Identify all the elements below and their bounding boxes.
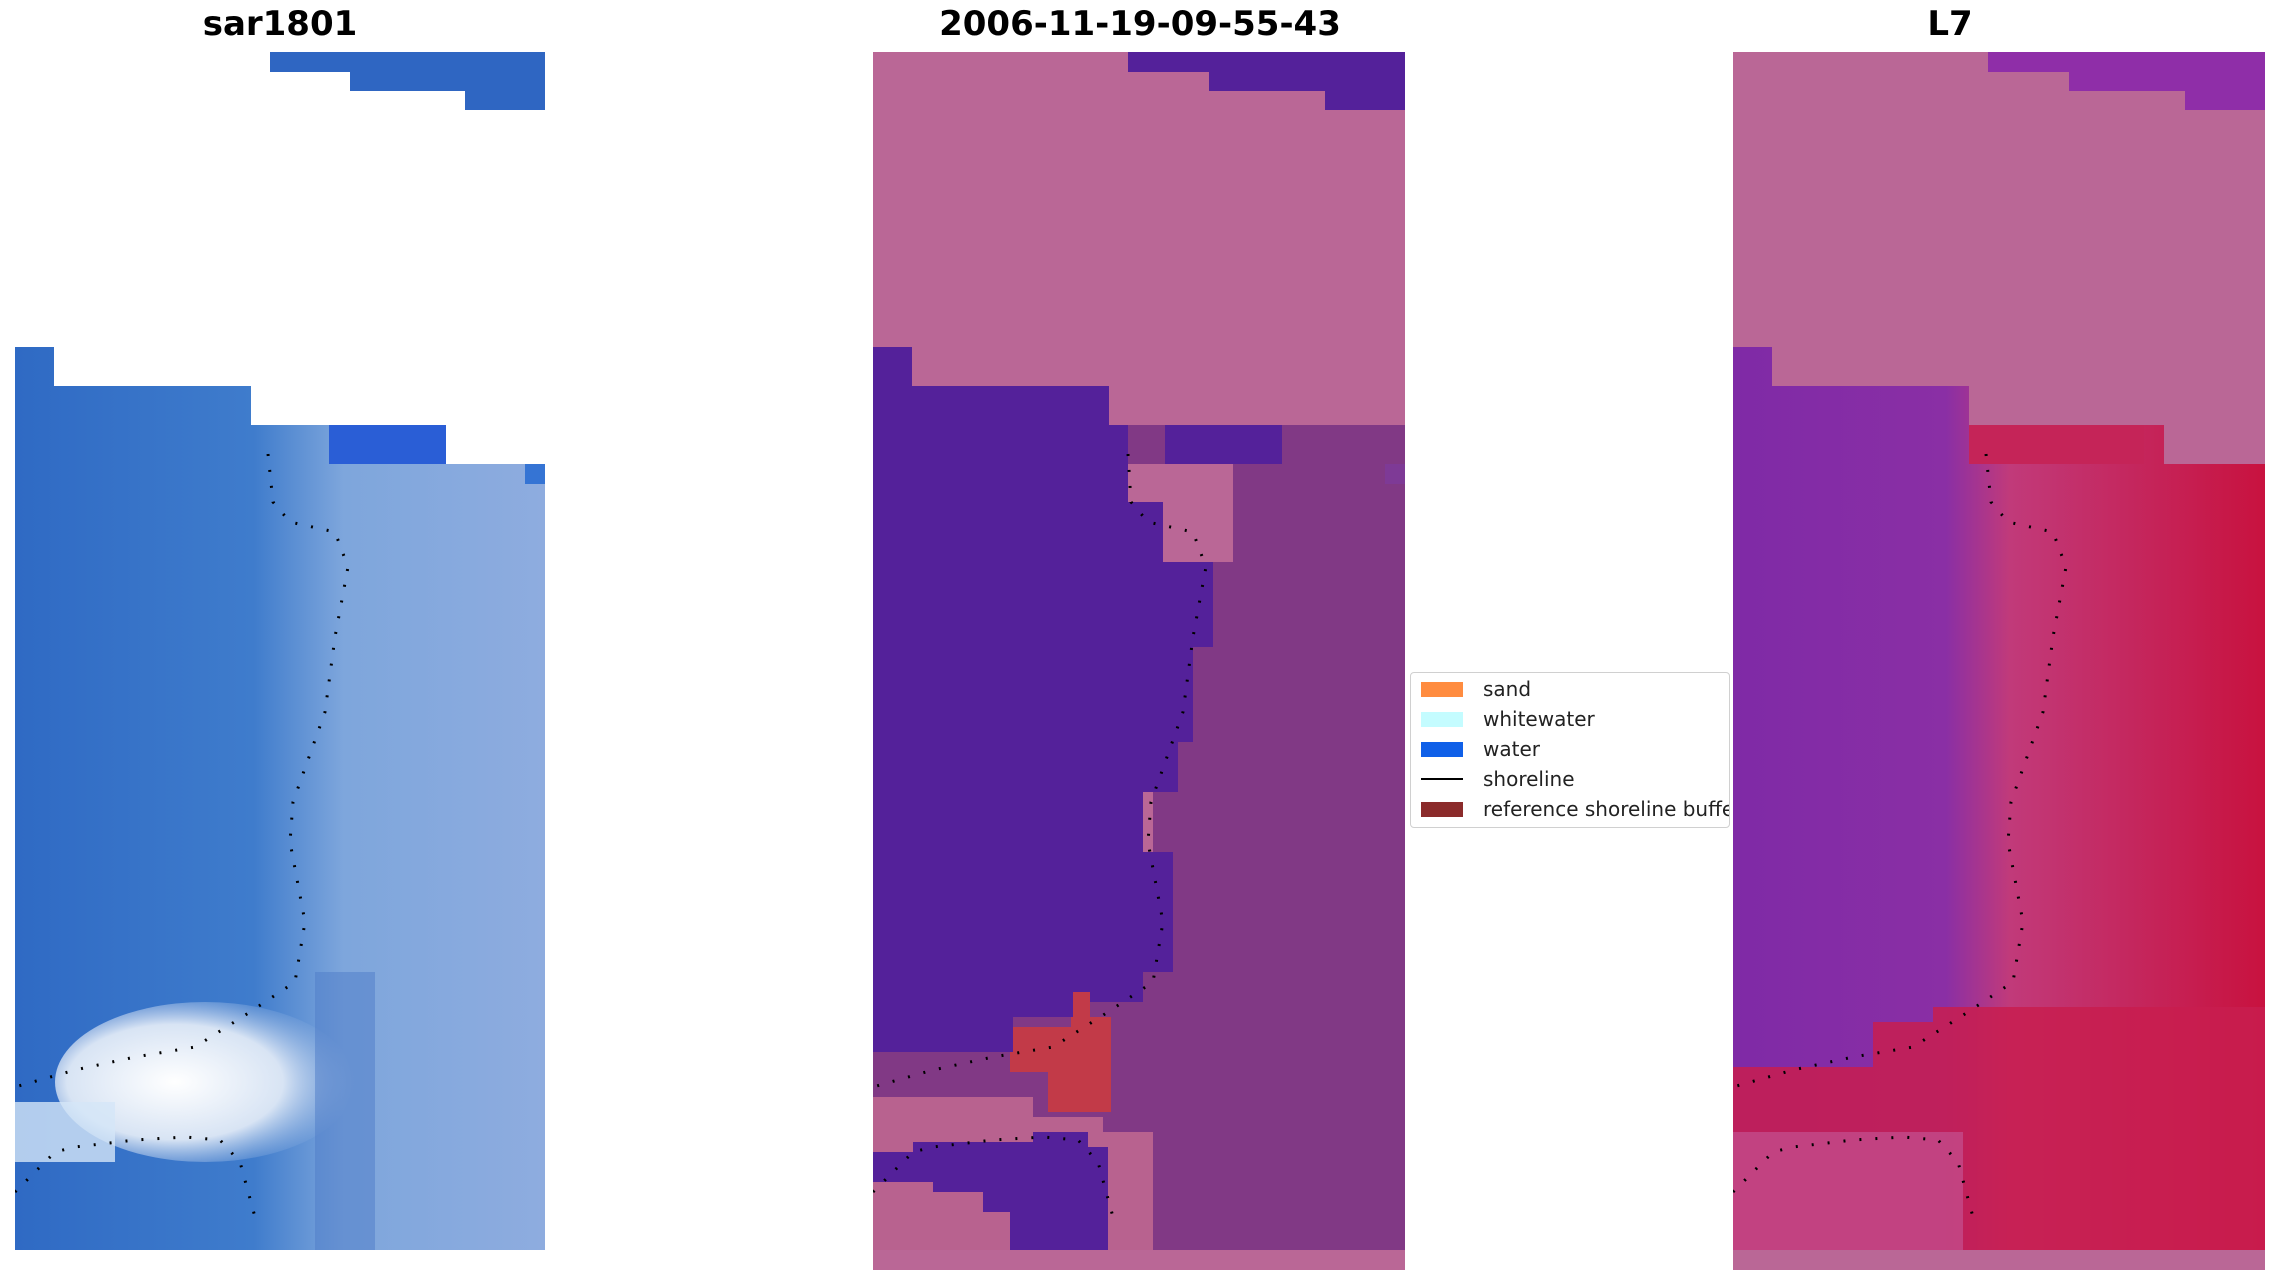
legend-item-whitewater: whitewater [1421,706,1595,732]
legend: sand whitewater water shoreline referenc… [1410,672,1730,828]
panel-title-date: 2006-11-19-09-55-43 [939,4,1341,44]
legend-label: reference shoreline buffer [1483,797,1730,821]
buffer-swatch [1421,801,1463,817]
panel-title-sar: sar1801 [202,4,358,44]
legend-label: whitewater [1483,707,1595,731]
classification-panel [873,52,1405,1270]
legend-item-shoreline: shoreline [1421,766,1575,792]
panel-title-l7: L7 [1927,4,1973,44]
water-swatch [1421,741,1463,757]
whitewater-swatch [1421,711,1463,727]
shoreline-swatch [1421,778,1463,780]
sand-swatch [1421,681,1463,697]
legend-item-water: water [1421,736,1540,762]
legend-label: shoreline [1483,767,1575,791]
shoreline-line [15,453,350,1089]
legend-item-reference-buffer: reference shoreline buffer [1421,796,1730,822]
legend-item-sand: sand [1421,676,1531,702]
legend-label: water [1483,737,1540,761]
rgb-image-panel [15,52,545,1250]
l7-overlay-panel [1733,52,2265,1270]
legend-label: sand [1483,677,1532,701]
